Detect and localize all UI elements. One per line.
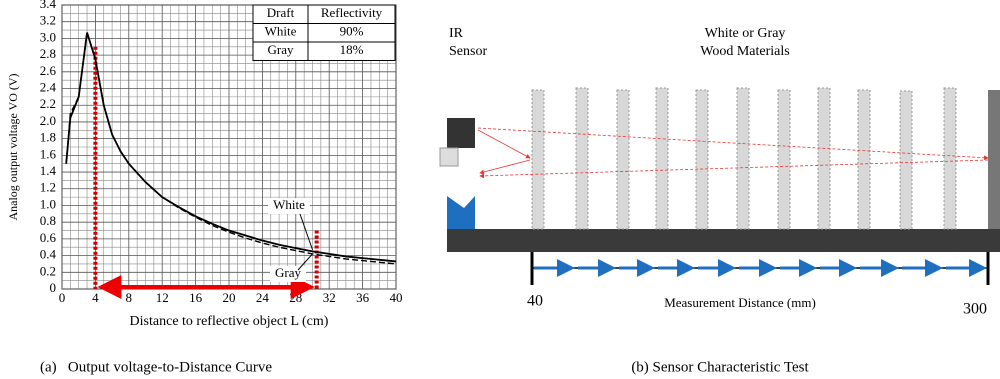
- y-tick-label: 1.6: [40, 146, 57, 161]
- diagram: IR Sensor White or Gray Wood Materials 4…: [439, 26, 1000, 375]
- table-cell: 18%: [340, 42, 364, 57]
- y-tick-label: 3.2: [40, 13, 56, 28]
- x-tick-label: 8: [126, 290, 133, 305]
- x-tick-label: 16: [189, 290, 203, 305]
- table-cell: Gray: [268, 42, 294, 57]
- table: [252, 4, 396, 61]
- materials-label: White or Gray: [705, 26, 786, 41]
- x-tick-label: 12: [156, 290, 169, 305]
- leader: [297, 253, 313, 271]
- sensor-connector: [439, 147, 459, 167]
- base: [447, 229, 1000, 252]
- y-tick-label: 1.2: [40, 180, 56, 195]
- table-cell: White: [265, 24, 297, 39]
- sensor-label: Sensor: [449, 44, 487, 59]
- label-bg: [270, 266, 306, 282]
- y-axis-label: Analog output voltage VO (V): [6, 73, 20, 220]
- y-tick-label: 3.0: [40, 29, 56, 44]
- y-tick-label: 2.6: [40, 63, 57, 78]
- wall: [988, 90, 1000, 229]
- sensor-body: [447, 118, 475, 148]
- leader: [299, 213, 313, 250]
- distance-label: Measurement Distance (mm): [664, 295, 816, 310]
- y-tick-label: 0.2: [40, 263, 56, 278]
- y-tick-label: 0.4: [40, 247, 57, 262]
- x-tick-label: 40: [390, 290, 403, 305]
- end-label: 300: [963, 301, 987, 318]
- y-tick-label: 2.0: [40, 113, 56, 128]
- x-tick-label: 0: [59, 290, 66, 305]
- legend-label: White: [273, 197, 305, 212]
- y-tick-label: 0.8: [40, 213, 56, 228]
- caption-b: (b) Sensor Characteristic Test: [631, 359, 809, 375]
- x-tick-label: 24: [256, 290, 270, 305]
- label-bg: [268, 198, 310, 214]
- y-tick-label: 1.0: [40, 196, 56, 211]
- y-tick-label: 2.4: [40, 80, 57, 95]
- sensor-label: IR: [449, 26, 464, 41]
- boards: [531, 87, 957, 230]
- caption-a: (a) Output voltage-to-Distance Curve: [40, 359, 272, 375]
- x-tick-label: 28: [289, 290, 302, 305]
- y-tick-label: 0: [50, 280, 57, 295]
- ir-rays: [477, 127, 989, 179]
- x-axis-label: Distance to reflective object L (cm): [130, 314, 329, 329]
- y-tick-label: 2.2: [40, 96, 56, 111]
- x-tick-label: 32: [323, 290, 336, 305]
- line-series: [65, 32, 397, 263]
- x-tick-label: 4: [92, 290, 99, 305]
- table-cell: 90%: [340, 24, 364, 39]
- start-label: 40: [527, 293, 543, 310]
- line-series: [65, 32, 397, 265]
- x-tick-label: 36: [356, 290, 370, 305]
- x-tick-label: 20: [223, 290, 236, 305]
- y-tick-label: 0.6: [40, 230, 57, 245]
- y-tick-label: 1.8: [40, 130, 56, 145]
- y-tick-label: 2.8: [40, 46, 56, 61]
- y-tick-label: 1.4: [40, 163, 57, 178]
- chart-panel: 00.20.40.60.81.01.21.41.61.82.02.22.42.6…: [40, 0, 403, 305]
- y-tick-label: 3.4: [40, 0, 57, 11]
- table-cell: Draft: [267, 5, 295, 20]
- materials-label: Wood Materials: [700, 44, 789, 59]
- legend-label: Gray: [275, 265, 301, 280]
- table-cell: Reflectivity: [321, 5, 383, 20]
- sensor-mount: [447, 196, 475, 229]
